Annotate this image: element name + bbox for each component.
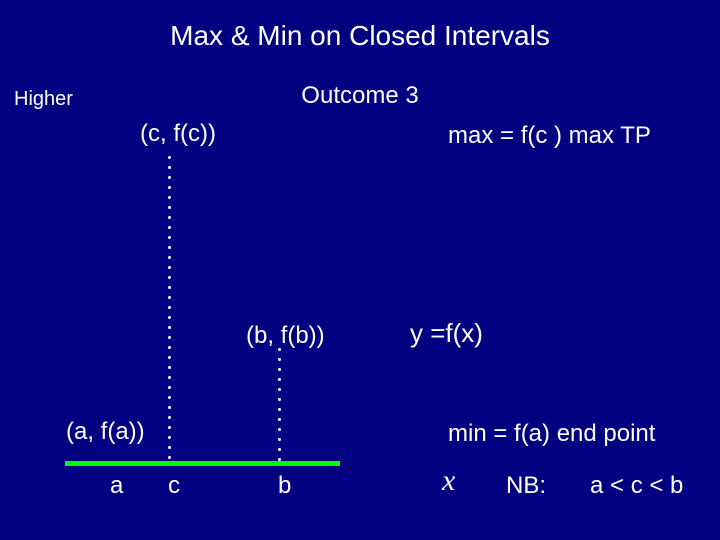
dot <box>168 186 171 189</box>
dot <box>168 256 171 259</box>
dot <box>168 316 171 319</box>
point-a-label: (a, f(a)) <box>66 418 145 446</box>
dot <box>278 388 281 391</box>
dot <box>168 336 171 339</box>
dot <box>168 386 171 389</box>
dot <box>278 418 281 421</box>
point-b-label: (b, f(b)) <box>246 322 325 350</box>
dot <box>168 236 171 239</box>
outcome-label: Outcome 3 <box>0 82 720 110</box>
dot <box>168 346 171 349</box>
dot <box>278 368 281 371</box>
dot <box>168 266 171 269</box>
dot <box>168 326 171 329</box>
dot <box>168 356 171 359</box>
tick-b: b <box>278 472 291 500</box>
x-axis <box>65 461 340 466</box>
dot <box>168 216 171 219</box>
max-annotation: max = f(c ) max TP <box>448 122 651 150</box>
min-annotation: min = f(a) end point <box>448 420 655 448</box>
dot <box>278 348 281 351</box>
dot <box>278 448 281 451</box>
dot <box>168 426 171 429</box>
dot <box>168 296 171 299</box>
dot <box>278 398 281 401</box>
dot <box>278 358 281 361</box>
dot <box>278 408 281 411</box>
dot <box>168 376 171 379</box>
dot <box>168 206 171 209</box>
tick-c: c <box>168 472 180 500</box>
dot <box>278 428 281 431</box>
dot <box>278 378 281 381</box>
dot <box>168 286 171 289</box>
dot <box>168 246 171 249</box>
page-title: Max & Min on Closed Intervals <box>0 20 720 52</box>
dot <box>168 436 171 439</box>
yfx-annotation: y =f(x) <box>410 318 483 349</box>
dot <box>168 416 171 419</box>
tick-a: a <box>110 472 123 500</box>
dot <box>168 306 171 309</box>
dot <box>168 276 171 279</box>
dot <box>168 396 171 399</box>
inequality-label: a < c < b <box>590 472 683 500</box>
point-c-label: (c, f(c)) <box>140 120 216 148</box>
dot <box>168 196 171 199</box>
nb-label: NB: <box>506 472 546 500</box>
dot <box>168 446 171 449</box>
dot <box>168 366 171 369</box>
dot <box>278 458 281 461</box>
x-axis-label: x <box>442 464 455 498</box>
dot <box>168 226 171 229</box>
dot <box>168 406 171 409</box>
dot <box>168 456 171 459</box>
dot <box>168 176 171 179</box>
dot <box>278 438 281 441</box>
dot <box>168 156 171 159</box>
dot <box>168 166 171 169</box>
